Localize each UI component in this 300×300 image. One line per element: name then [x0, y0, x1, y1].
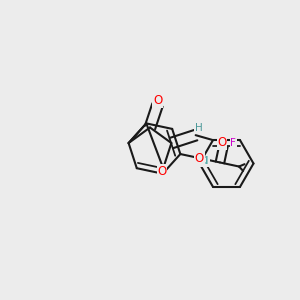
Text: O: O	[195, 152, 204, 165]
Text: O: O	[157, 165, 167, 178]
Text: Cl: Cl	[199, 156, 209, 166]
Text: F: F	[230, 138, 236, 148]
Text: H: H	[195, 123, 203, 133]
Text: O: O	[217, 136, 226, 149]
Text: O: O	[153, 94, 162, 107]
